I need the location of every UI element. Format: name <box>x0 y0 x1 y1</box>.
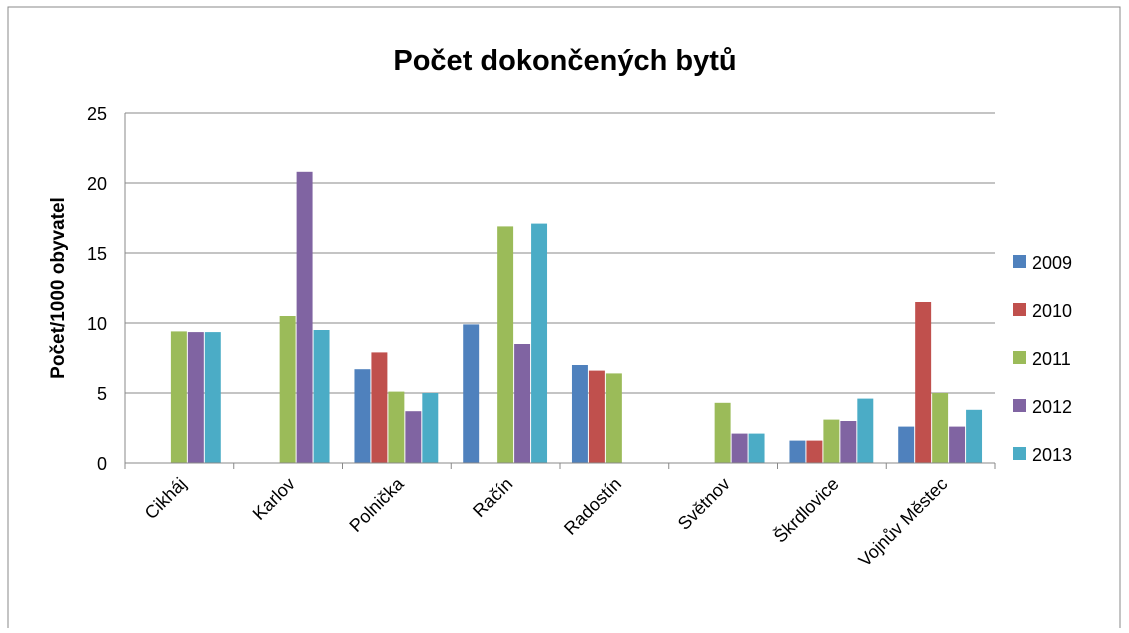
bar <box>514 344 531 463</box>
legend-swatch <box>1013 303 1026 316</box>
bar <box>857 398 874 463</box>
y-tick-label: 25 <box>87 104 107 124</box>
y-axis-label: Počet/1000 obyvatel <box>48 197 69 379</box>
legend-swatch <box>1013 351 1026 364</box>
bar <box>187 332 204 463</box>
bar <box>898 426 915 463</box>
bar <box>840 421 857 463</box>
bar <box>731 433 748 463</box>
bar <box>354 369 371 463</box>
y-tick-label: 20 <box>87 174 107 194</box>
y-tick-label: 15 <box>87 244 107 264</box>
legend-label: 2010 <box>1032 301 1072 321</box>
bar <box>371 352 388 463</box>
frame <box>7 6 1121 628</box>
bar <box>170 331 187 463</box>
bar <box>823 419 840 463</box>
bar <box>296 171 313 464</box>
x-tick-label: Radostín <box>560 474 625 539</box>
bar <box>806 440 823 463</box>
legend-swatch <box>1013 399 1026 412</box>
legend-label: 2013 <box>1032 445 1072 465</box>
legend-swatch <box>1013 255 1026 268</box>
bar <box>279 316 296 463</box>
bar <box>588 370 605 463</box>
x-tick-label: Vojnův Městec <box>855 474 952 571</box>
bar <box>422 393 439 463</box>
bar <box>405 411 422 463</box>
bar <box>789 440 806 463</box>
y-tick-label: 0 <box>97 454 107 474</box>
bar <box>571 365 588 463</box>
x-tick-label: Škrdlovice <box>769 473 843 547</box>
legend-label: 2011 <box>1032 349 1071 369</box>
x-tick-label: Cikháj <box>141 474 191 524</box>
bar <box>204 332 221 463</box>
legend-label: 2012 <box>1032 397 1072 417</box>
y-tick-label: 5 <box>97 384 107 404</box>
bar <box>313 330 330 463</box>
bar <box>714 402 731 463</box>
bar <box>388 391 405 463</box>
bar <box>605 373 622 463</box>
legend-swatch <box>1013 447 1026 460</box>
x-tick-label: Světnov <box>674 474 734 534</box>
bar <box>915 302 932 463</box>
bar <box>949 426 966 463</box>
chart-title: Počet dokončených bytů <box>393 45 736 77</box>
x-tick-label: Polnička <box>345 473 408 536</box>
legend-label: 2009 <box>1032 253 1072 273</box>
bar <box>463 324 480 463</box>
bar <box>531 223 548 463</box>
bar <box>497 226 514 463</box>
y-tick-label: 10 <box>87 314 107 334</box>
bar <box>966 409 983 463</box>
bar <box>748 433 765 463</box>
bar <box>932 393 949 463</box>
x-tick-label: Karlov <box>249 474 299 524</box>
x-tick-label: Račín <box>469 474 516 521</box>
